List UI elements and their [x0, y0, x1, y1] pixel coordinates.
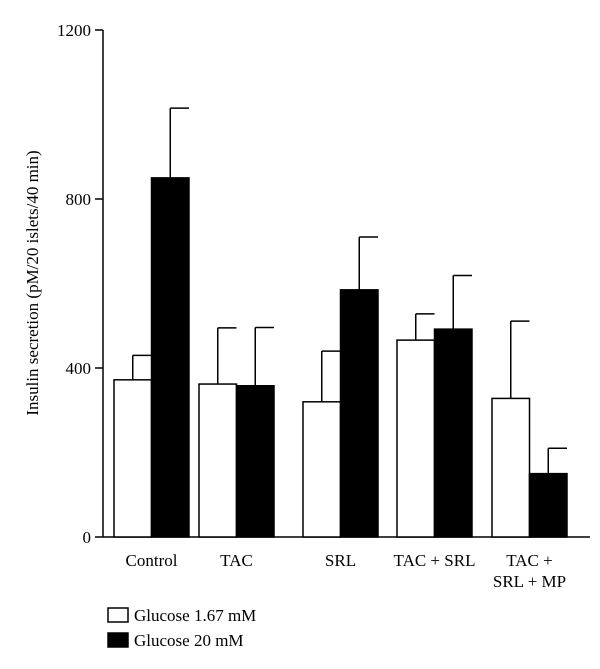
bar — [302, 401, 342, 538]
bar — [433, 328, 473, 538]
legend: Glucose 1.67 mM Glucose 20 mM — [107, 606, 256, 650]
x-tick-label: SRL — [325, 551, 356, 570]
x-tick-label: SRL + MP — [493, 572, 566, 591]
y-tick-label: 0 — [83, 528, 92, 547]
bar-group-high-glucose — [433, 274, 473, 538]
x-tick-label: TAC + SRL — [394, 551, 476, 570]
bar — [339, 289, 379, 538]
bar — [528, 472, 568, 538]
x-tick-labels: Control TAC SRL TAC + SRL TAC + SRL + MP — [126, 551, 567, 591]
legend-swatch — [107, 607, 129, 623]
y-axis: 0 400 800 1200 Insulin secretion (pM/20 isl… — [23, 21, 104, 547]
bar — [396, 339, 436, 538]
bar-group-high-glucose — [235, 326, 275, 538]
bar — [150, 177, 190, 538]
x-tick-label: TAC — [220, 551, 253, 570]
bar-group-low-glucose — [198, 327, 238, 538]
bar — [113, 379, 153, 538]
bar-group-low-glucose — [491, 320, 531, 538]
legend-label: Glucose 20 mM — [134, 631, 244, 650]
bar-group-low-glucose — [113, 354, 153, 538]
bar-group-high-glucose — [339, 236, 379, 538]
bar-group-low-glucose — [396, 313, 436, 538]
bar — [491, 397, 531, 538]
x-tick-label: TAC + — [506, 551, 552, 570]
x-tick-label: Control — [126, 551, 178, 570]
bar-group-high-glucose — [150, 107, 190, 538]
x-axis: Control TAC SRL TAC + SRL TAC + SRL + MP — [103, 536, 590, 591]
legend-swatch — [107, 632, 129, 648]
legend-label: Glucose 1.67 mM — [134, 606, 256, 625]
bar-group-low-glucose — [302, 350, 342, 538]
bar — [235, 384, 275, 538]
y-tick-label: 800 — [66, 190, 92, 209]
y-ticks: 0 400 800 1200 — [57, 21, 103, 547]
bar-group-high-glucose — [528, 447, 568, 538]
y-tick-label: 1200 — [57, 21, 91, 40]
bar — [198, 383, 238, 538]
y-axis-label: Insulin secretion (pM/20 islets/40 min) — [23, 150, 42, 415]
y-tick-label: 400 — [66, 359, 92, 378]
bars — [113, 107, 568, 538]
